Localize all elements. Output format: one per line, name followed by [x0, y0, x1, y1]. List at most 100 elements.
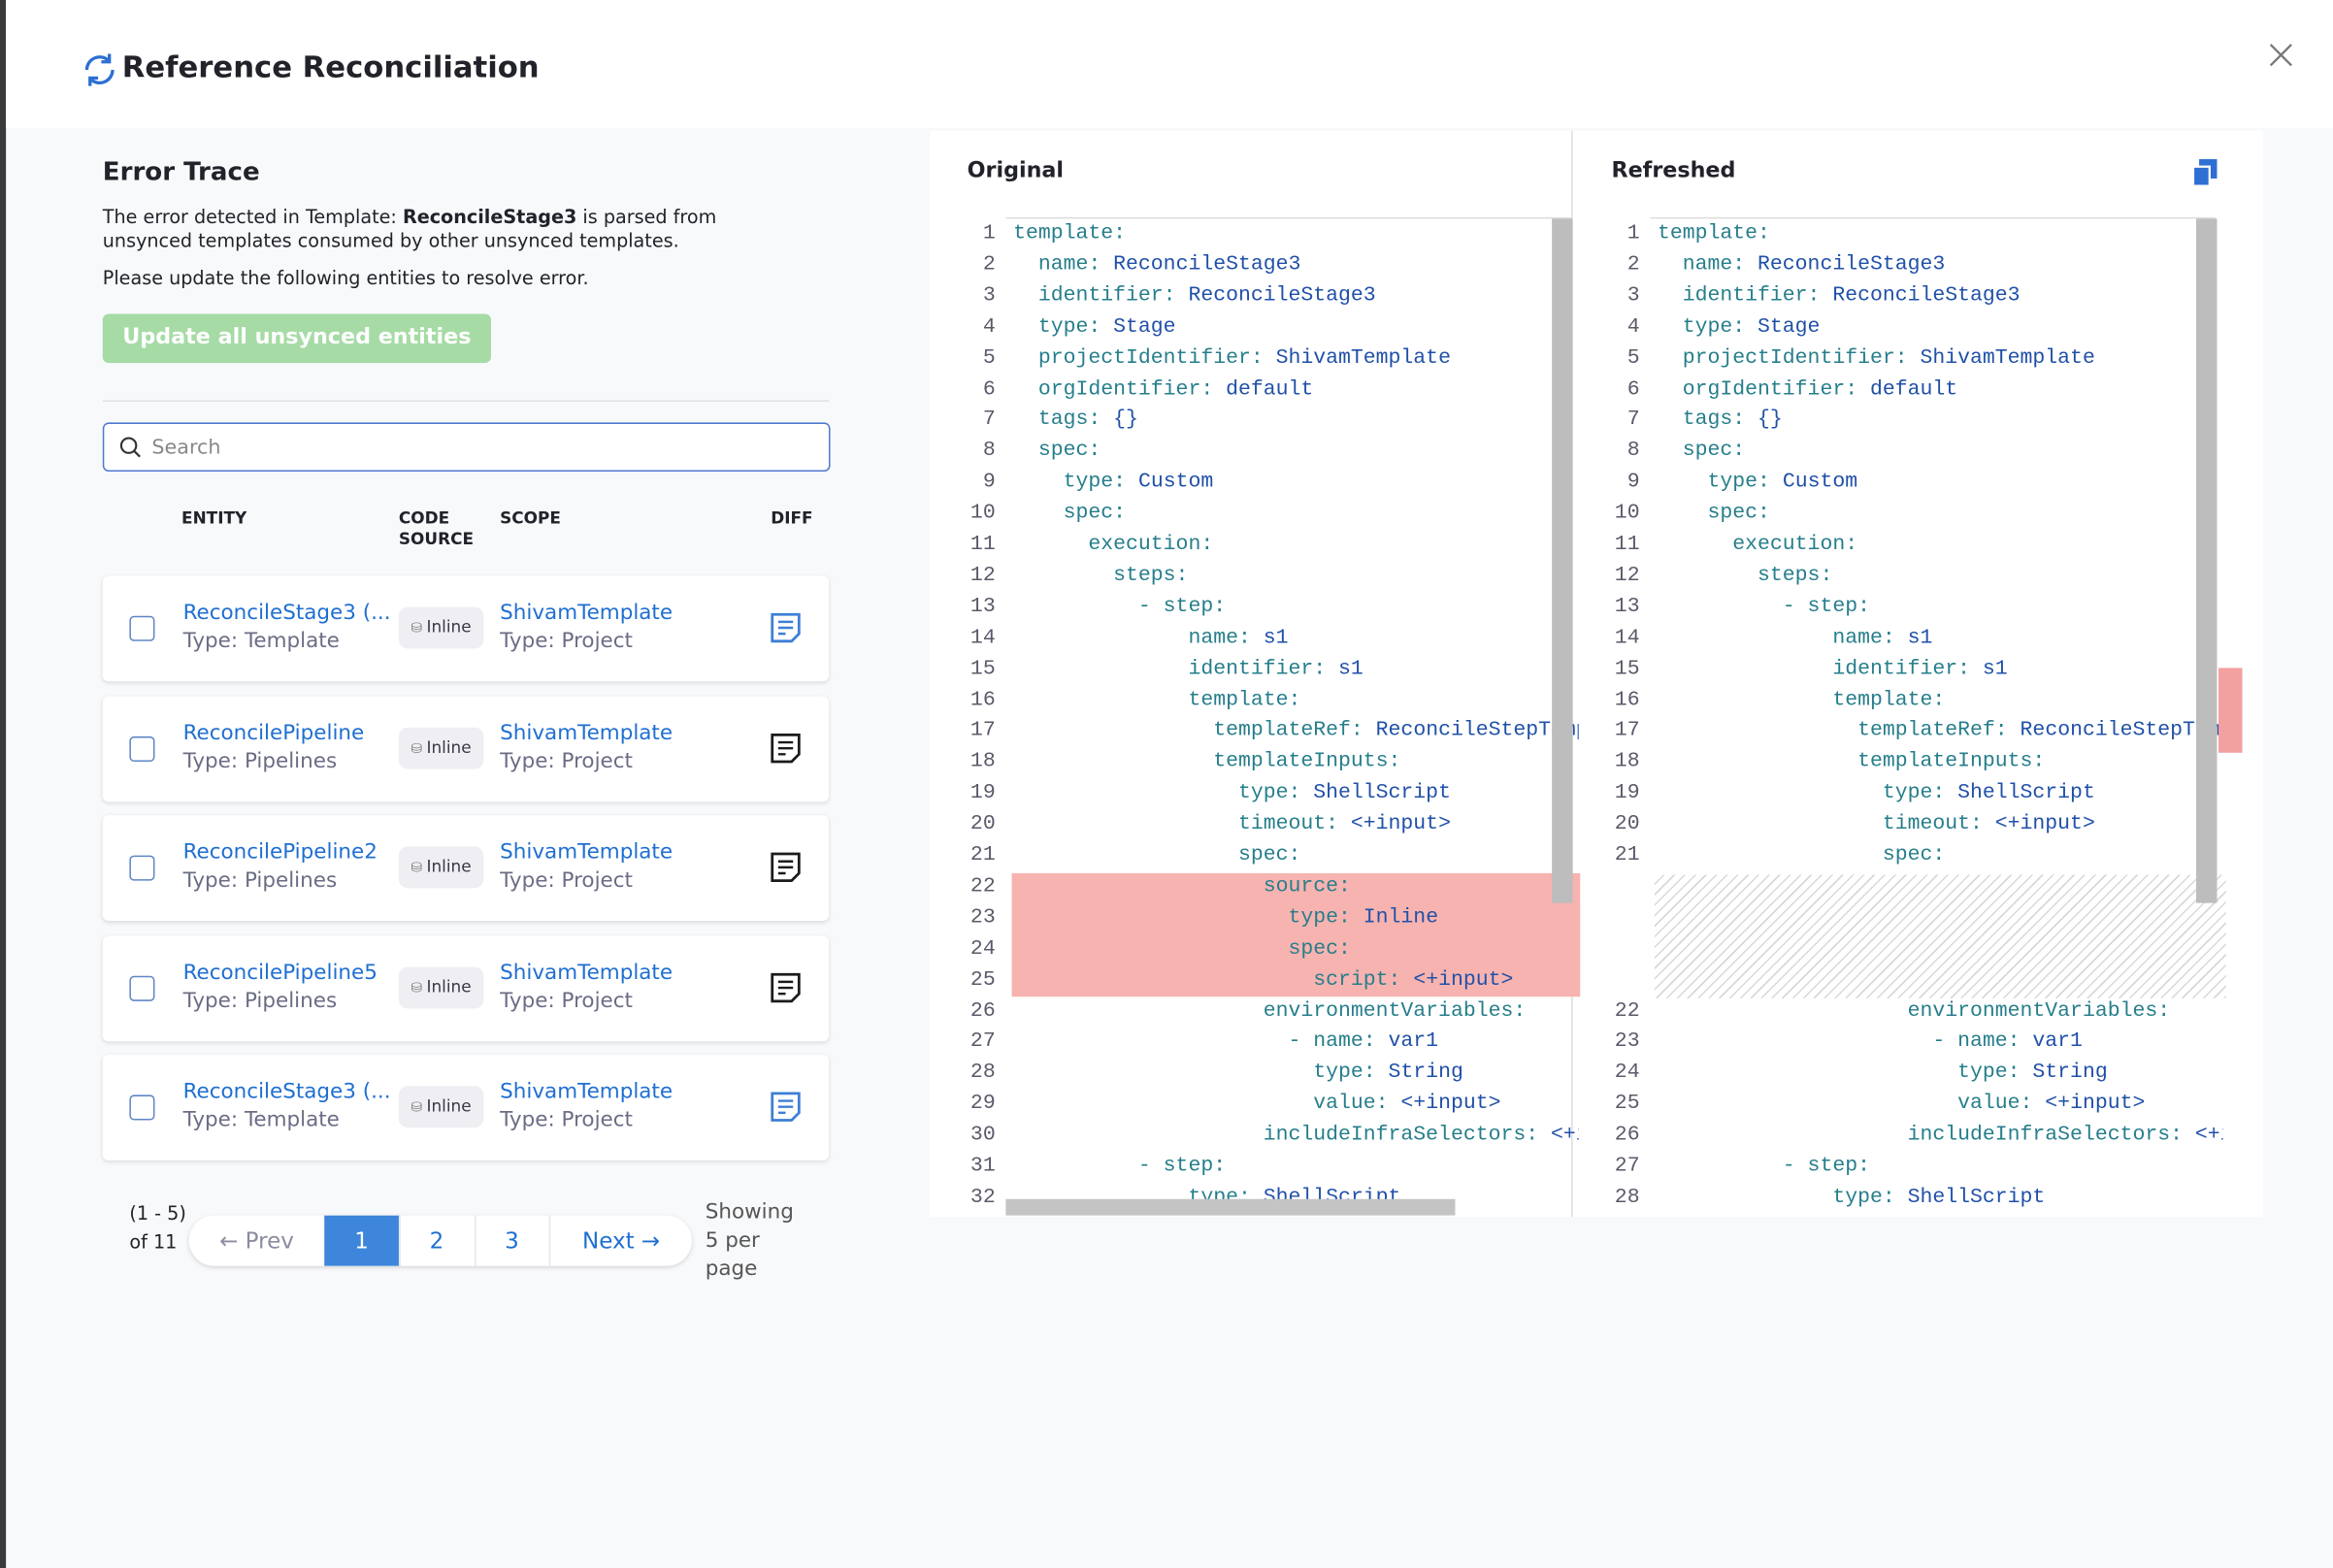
line-number: 32: [969, 1185, 996, 1210]
next-button[interactable]: Next →: [582, 1226, 661, 1255]
entity-name[interactable]: ReconcileStage3 (...: [182, 601, 391, 625]
entity-row: ReconcilePipeline5 Type: Pipelines ⛁ Inlin…: [102, 934, 829, 1041]
code-line: steps:: [1013, 561, 1579, 592]
line-number: 18: [969, 750, 996, 774]
yaml-key: timeout:: [1657, 812, 1983, 836]
yaml-key: template:: [1657, 221, 1770, 245]
yaml-key: includeInfraSelectors:: [1013, 1123, 1539, 1148]
line-number: 15: [969, 657, 996, 681]
code-line: spec:: [1658, 437, 2223, 468]
entity-row: ReconcileStage3 (... Type: Template ⛁ Inli…: [102, 1055, 829, 1160]
code-line: type: Stage: [1013, 311, 1579, 343]
yaml-key: projectIdentifier:: [1013, 345, 1264, 371]
source: Inline: [426, 617, 472, 637]
line-number: 26: [1614, 1123, 1640, 1148]
placeholder: Search: [151, 436, 221, 460]
source: Inline: [426, 857, 472, 877]
page-button[interactable]: 3: [475, 1215, 551, 1266]
line-number: 28: [969, 1061, 996, 1086]
code-line: templateInputs:: [1013, 747, 1579, 778]
diff-icon[interactable]: [770, 732, 803, 770]
yaml-key: template:: [1013, 221, 1127, 245]
scrollbar: [1005, 1198, 1456, 1216]
yaml-key: template:: [1657, 688, 1946, 712]
yaml-key: environmentVariables:: [1013, 998, 1527, 1024]
yaml-key: - step:: [1013, 594, 1227, 619]
yaml-value: <+in: [1550, 1123, 1579, 1148]
diff-icon[interactable]: [770, 1091, 803, 1129]
entity-name[interactable]: ReconcilePipeline5: [182, 960, 378, 985]
code-line: name: ReconcileStage3: [1658, 249, 2223, 280]
entity-row: ReconcileStage3 (... Type: Template ⛁ Inli…: [102, 575, 829, 682]
col-header: DIFF: [771, 508, 813, 529]
yaml-key: spec:: [1013, 936, 1351, 961]
yaml-key: tags:: [1013, 408, 1101, 433]
code-line: identifier: ReconcileStage3: [1658, 280, 2223, 311]
line-number: 22: [1614, 998, 1640, 1024]
code-line: - step:: [1013, 1152, 1579, 1183]
checkbox[interactable]: [129, 975, 155, 1001]
code-line: template:: [1013, 685, 1579, 716]
code-line: type: ShellScript: [1658, 1183, 2223, 1214]
code-line: includeInfraSelectors: <+in: [1013, 1121, 1579, 1152]
line-number: 27: [969, 1029, 996, 1055]
yaml-key: environmentVariables:: [1657, 998, 2171, 1024]
prev-button[interactable]: ← Prev: [189, 1215, 326, 1266]
line-number: 9: [982, 470, 996, 495]
checkbox[interactable]: [129, 1094, 155, 1121]
update-button[interactable]: Update all unsynced entities: [102, 313, 491, 364]
scope-name[interactable]: ShivamTemplate: [500, 840, 674, 865]
entity-name[interactable]: ReconcileStage3 (...: [182, 1080, 391, 1104]
entity-name[interactable]: ReconcilePipeline2: [182, 840, 378, 865]
yaml-value: ShivamTemplate: [1907, 345, 2095, 371]
page-button[interactable]: 2: [400, 1215, 476, 1266]
scope-name[interactable]: ShivamTemplate: [500, 601, 674, 625]
yaml-key: orgIdentifier:: [1013, 376, 1214, 402]
diff-icon[interactable]: [770, 851, 803, 890]
line-number: 5: [1627, 345, 1640, 371]
yaml-key: type:: [1013, 905, 1351, 930]
diff-icon[interactable]: [770, 970, 803, 1009]
copy-icon[interactable]: [2190, 158, 2220, 188]
source-badge: ⛁ Inline: [398, 606, 484, 649]
page-button[interactable]: 1: [324, 1215, 401, 1266]
scope-name[interactable]: ShivamTemplate: [500, 720, 674, 745]
git-icon: ⛁: [411, 1100, 427, 1116]
removed-highlight: [1011, 872, 1581, 997]
close-button[interactable]: [2268, 42, 2295, 69]
line-number: 20: [969, 812, 996, 836]
editor-border: [1005, 216, 1572, 219]
scope-name[interactable]: ShivamTemplate: [500, 960, 674, 985]
yaml-key: identifier:: [1657, 283, 1821, 309]
line-number: 5: [982, 345, 996, 371]
yaml-value: var1: [1375, 1029, 1439, 1055]
checkbox[interactable]: [129, 735, 155, 762]
line-number: 2: [1627, 252, 1640, 278]
line-number: 16: [969, 688, 996, 712]
line-number: 26: [969, 998, 996, 1024]
yaml-value: Stage: [1745, 314, 1821, 340]
scope-name[interactable]: ShivamTemplate: [500, 1080, 674, 1104]
diff-glyph: [771, 852, 801, 883]
yaml-value: s1: [1970, 657, 2008, 681]
yaml-key: name:: [1013, 625, 1251, 650]
code-line: timeout: <+input>: [1658, 809, 2223, 840]
diff-icon[interactable]: [770, 611, 803, 650]
search-input[interactable]: Search: [102, 422, 831, 473]
line-number: 2: [982, 252, 996, 278]
yaml-key: - step:: [1013, 1154, 1227, 1179]
line-number: 23: [969, 905, 996, 930]
checkbox[interactable]: [129, 615, 155, 641]
code-line: identifier: s1: [1013, 654, 1579, 685]
code-line: - name: var1: [1658, 1028, 2223, 1059]
yaml-key: steps:: [1013, 563, 1189, 588]
yaml-key: spec:: [1657, 439, 1746, 464]
yaml-value: Inline: [1350, 905, 1439, 930]
sync-icon: [84, 53, 115, 86]
divider: [102, 400, 829, 402]
line-number: 6: [982, 376, 996, 402]
entity-name[interactable]: ReconcilePipeline: [182, 720, 365, 745]
checkbox[interactable]: [129, 855, 155, 881]
git-icon: ⛁: [411, 741, 427, 757]
